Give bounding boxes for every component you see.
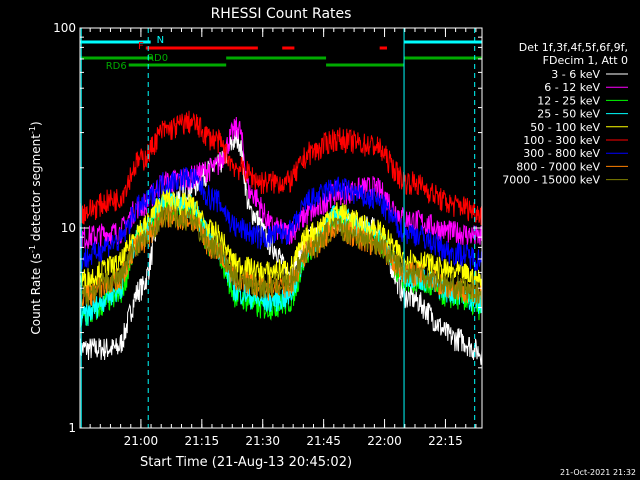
x-tick-label: 22:15 xyxy=(428,434,463,448)
legend-label-5: 100 - 300 keV xyxy=(523,134,600,147)
flag-label-rd0: RD0 xyxy=(147,53,168,64)
y-axis-label-sup-1: -1 xyxy=(28,245,37,253)
series-line-8 xyxy=(79,203,483,307)
legend-label-7: 800 - 7000 keV xyxy=(516,160,600,173)
series-line-7 xyxy=(79,204,483,310)
series-line-4 xyxy=(79,188,483,293)
y-tick-label: 1 xyxy=(68,421,76,435)
legend-label-4: 50 - 100 keV xyxy=(530,121,600,134)
y-axis-label: Count Rate (s-1 detector segment-1) xyxy=(28,121,43,334)
series-line-6 xyxy=(79,166,483,271)
x-tick-label: 21:00 xyxy=(124,434,159,448)
series-line-5 xyxy=(79,110,483,226)
x-tick-label: 22:00 xyxy=(367,434,402,448)
y-axis-label-part-1: Count Rate (s xyxy=(29,253,43,335)
series-line-0 xyxy=(79,128,483,365)
x-tick-label: 21:15 xyxy=(185,434,220,448)
legend-label-3: 25 - 50 keV xyxy=(537,108,600,121)
y-tick-label: 10 xyxy=(61,221,76,235)
flag-label-n: N xyxy=(157,35,164,46)
legend-label-8: 7000 - 15000 keV xyxy=(502,174,600,187)
flag-label-f: F xyxy=(138,41,144,52)
legend-label-2: 12 - 25 keV xyxy=(537,94,600,107)
y-axis: 1 10 100 xyxy=(53,21,482,435)
x-tick-label: 21:30 xyxy=(245,434,280,448)
generation-timestamp: 21-Oct-2021 21:32 xyxy=(560,468,636,477)
y-axis-label-sup-2: -1 xyxy=(28,126,37,134)
x-axis: 21:00 21:15 21:30 21:45 22:00 22:15 xyxy=(79,28,477,448)
legend-header-line-2: FDecim 1, Att 0 xyxy=(543,54,628,67)
legend-label-0: 3 - 6 keV xyxy=(551,68,600,81)
flag-label-rd6: RD6 xyxy=(106,61,127,72)
legend-label-6: 300 - 800 keV xyxy=(523,147,600,160)
y-axis-label-part-2: detector segment xyxy=(29,134,43,245)
y-axis-label-part-3: ) xyxy=(29,121,43,126)
x-axis-label: Start Time (21-Aug-13 20:45:02) xyxy=(140,455,352,470)
chart-title: RHESSI Count Rates xyxy=(211,6,352,22)
legend-label-1: 6 - 12 keV xyxy=(544,81,600,94)
legend-header-line-1: Det 1f,3f,4f,5f,6f,9f, xyxy=(519,41,628,54)
y-tick-label: 100 xyxy=(53,21,76,35)
plot-data xyxy=(79,110,483,365)
x-tick-label: 21:45 xyxy=(306,434,341,448)
